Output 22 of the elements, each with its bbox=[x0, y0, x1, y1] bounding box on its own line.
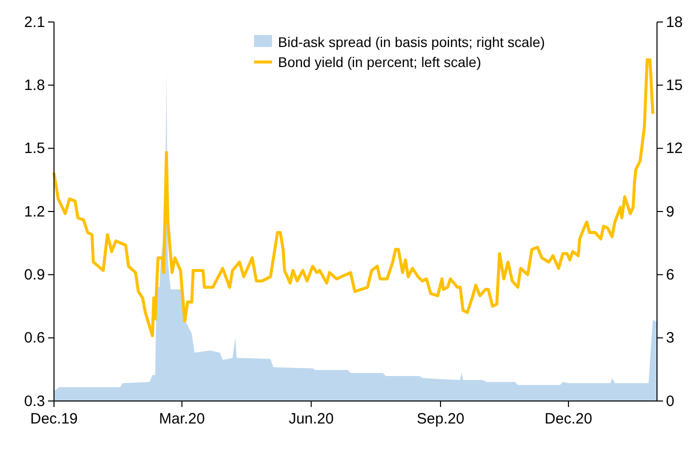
y-tick-label: 0.3 bbox=[24, 392, 45, 410]
y-tick-label: 0.9 bbox=[24, 266, 45, 284]
y-tick-label: 1.5 bbox=[24, 140, 45, 158]
y-tick-label: 2.1 bbox=[24, 14, 45, 31]
x-tick-label: Dec.19 bbox=[30, 410, 78, 428]
y2-tick-label: 12 bbox=[666, 140, 683, 158]
x-tick-label: Sep.20 bbox=[416, 410, 464, 428]
y2-tick-label: 18 bbox=[666, 14, 683, 31]
legend-label: Bond yield (in percent; left scale) bbox=[278, 54, 482, 70]
y-tick-label: 1.2 bbox=[24, 203, 45, 220]
y-tick-label: 0.6 bbox=[24, 330, 45, 347]
y2-tick-label: 0 bbox=[666, 392, 674, 410]
legend-label: Bid-ask spread (in basis points; right scale) bbox=[278, 34, 545, 50]
y2-tick-label: 6 bbox=[666, 266, 674, 284]
line-series bbox=[52, 58, 654, 338]
x-tick-label: Dec.20 bbox=[544, 410, 592, 428]
y2-tick-label: 9 bbox=[666, 203, 674, 220]
y-tick-label: 1.8 bbox=[24, 76, 45, 94]
y2-tick-label: 15 bbox=[666, 76, 683, 94]
x-tick-label: Mar.20 bbox=[158, 410, 205, 428]
y2-tick-label: 3 bbox=[666, 330, 674, 347]
x-tick-label: Jun.20 bbox=[288, 410, 334, 428]
